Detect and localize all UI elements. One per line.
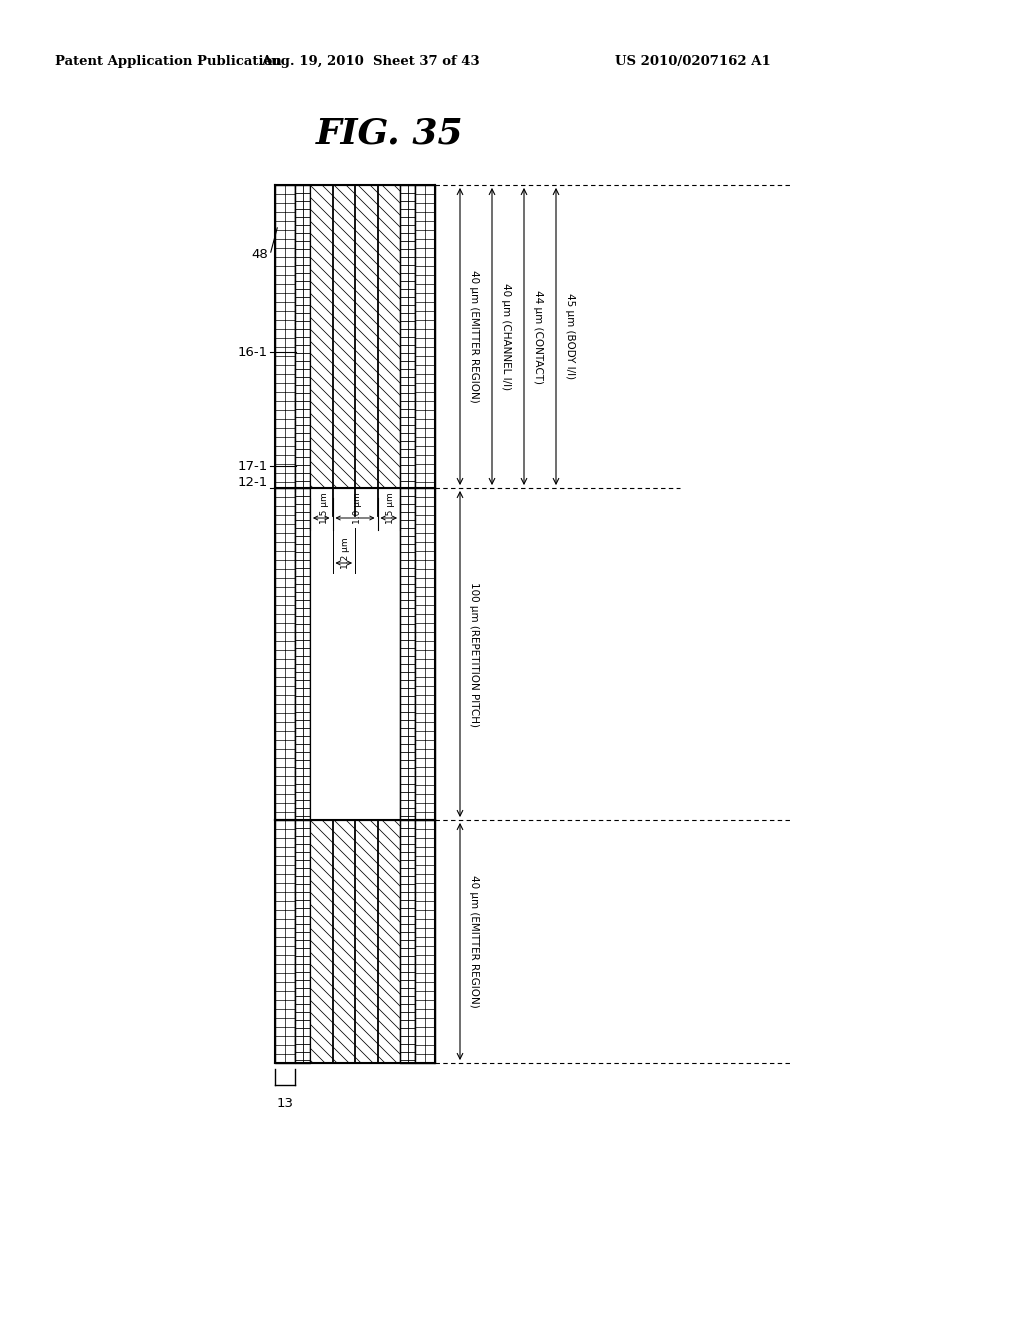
Text: 13: 13	[276, 1097, 294, 1110]
Text: 48: 48	[251, 248, 268, 261]
Text: 16-1: 16-1	[238, 346, 268, 359]
Text: US 2010/0207162 A1: US 2010/0207162 A1	[615, 55, 771, 69]
Text: Aug. 19, 2010  Sheet 37 of 43: Aug. 19, 2010 Sheet 37 of 43	[261, 55, 479, 69]
Text: 1.2 μm: 1.2 μm	[341, 537, 350, 569]
Bar	[400, 820, 415, 1063]
Text: 45 μm (BODY I/I): 45 μm (BODY I/I)	[565, 293, 575, 380]
Bar	[415, 185, 435, 488]
Bar	[295, 820, 310, 1063]
Bar	[310, 820, 400, 1063]
Text: 40 μm (EMITTER REGION): 40 μm (EMITTER REGION)	[469, 271, 479, 403]
Text: 1.0 μm: 1.0 μm	[352, 492, 361, 524]
Bar	[415, 488, 435, 820]
Text: Patent Application Publication: Patent Application Publication	[55, 55, 282, 69]
Text: FIG. 35: FIG. 35	[316, 116, 464, 150]
Bar	[275, 488, 295, 820]
Bar	[310, 185, 400, 488]
Text: 1.5 μm: 1.5 μm	[386, 492, 395, 524]
Bar	[310, 488, 400, 820]
Bar	[275, 820, 295, 1063]
Text: 12-1: 12-1	[238, 477, 268, 490]
Bar	[415, 820, 435, 1063]
Bar	[400, 488, 415, 820]
Bar	[295, 488, 310, 820]
Bar	[275, 185, 295, 488]
Text: 17-1: 17-1	[238, 459, 268, 473]
Text: 40 μm (CHANNEL I/I): 40 μm (CHANNEL I/I)	[501, 282, 511, 391]
Text: 1.5 μm: 1.5 μm	[319, 492, 329, 524]
Bar	[400, 185, 415, 488]
Text: 40 μm (EMITTER REGION): 40 μm (EMITTER REGION)	[469, 875, 479, 1008]
Text: 100 μm (REPETITION PITCH): 100 μm (REPETITION PITCH)	[469, 582, 479, 726]
Text: 44 μm (CONTACT): 44 μm (CONTACT)	[534, 289, 543, 384]
Bar	[295, 185, 310, 488]
